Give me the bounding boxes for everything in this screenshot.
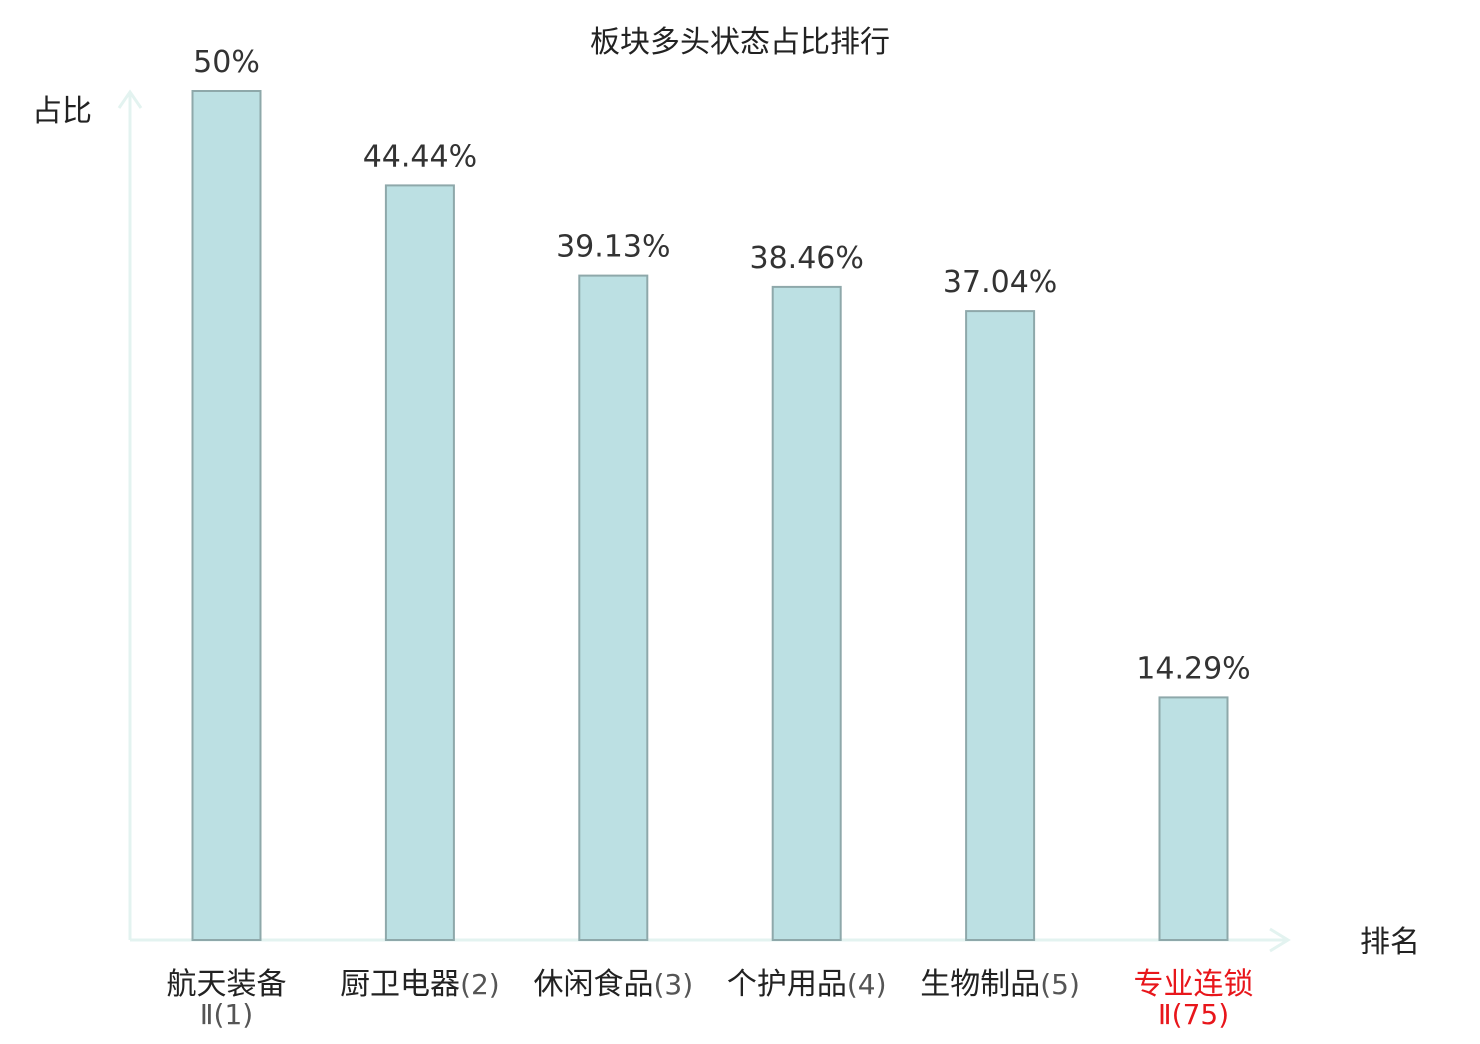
value-label-1: 50% — [193, 45, 260, 80]
value-label-4: 38.46% — [750, 241, 864, 276]
category-label-2: 厨卫电器(2) — [340, 967, 500, 1002]
category-name-5: 生物制品 — [920, 967, 1040, 1002]
bar-2 — [384, 184, 455, 941]
y-axis-label: 占比 — [32, 94, 92, 129]
category-name-4: 个护用品 — [727, 967, 847, 1002]
category-rank-3: (3) — [653, 968, 693, 1001]
y-axis — [117, 89, 143, 940]
value-label-6: 14.29% — [1136, 651, 1250, 686]
category-rank-1: Ⅱ(1) — [200, 998, 253, 1031]
value-label-2: 44.44% — [363, 139, 477, 174]
category-label-3: 休闲食品(3) — [533, 967, 693, 1002]
category-name-1: 航天装备 — [167, 967, 287, 1002]
category-rank-2: (2) — [460, 968, 500, 1001]
x-axis-label: 排名 — [1360, 925, 1420, 960]
category-rank-5: (5) — [1040, 968, 1080, 1001]
category-rank-4: (4) — [847, 968, 887, 1001]
category-label-5: 生物制品(5) — [920, 967, 1080, 1002]
category-name-3: 休闲食品 — [533, 967, 653, 1002]
bar-1 — [191, 90, 262, 941]
category-name-2: 厨卫电器 — [340, 967, 460, 1002]
bars — [191, 90, 1229, 942]
value-labels: 50% 44.44% 39.13% 38.46% 37.04% 14.29% — [193, 45, 1251, 686]
value-label-5: 37.04% — [943, 265, 1057, 300]
category-rank-6: Ⅱ(75) — [1158, 998, 1229, 1031]
x-axis — [130, 927, 1291, 953]
bar-3 — [578, 274, 649, 942]
bar-4 — [771, 285, 842, 941]
bar-6 — [1158, 696, 1229, 942]
chart-title: 板块多头状态占比排行 — [590, 25, 890, 60]
category-label-4: 个护用品(4) — [727, 967, 887, 1002]
bar-5 — [965, 310, 1036, 942]
value-label-3: 39.13% — [556, 230, 670, 265]
category-name-6: 专业连锁 — [1134, 967, 1254, 1002]
